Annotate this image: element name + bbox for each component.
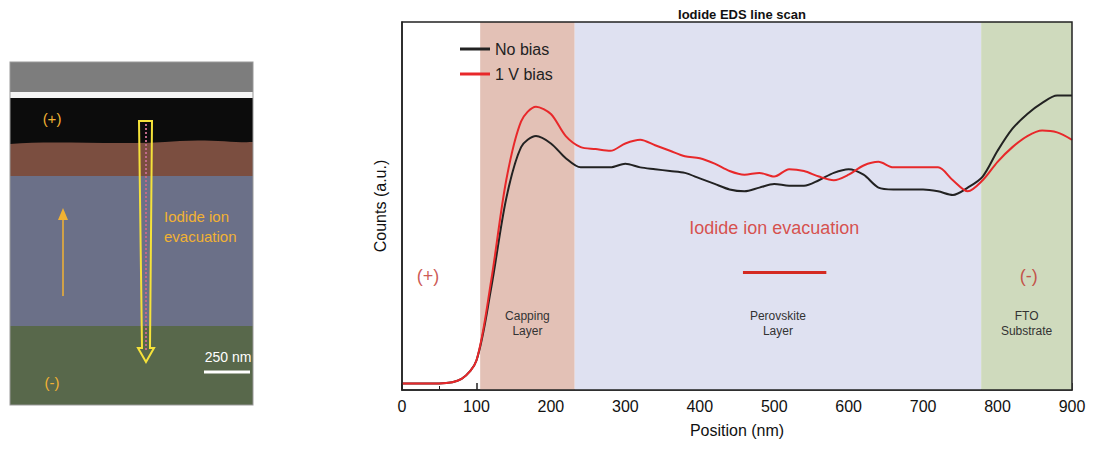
- svg-text:Position (nm): Position (nm): [690, 422, 784, 439]
- svg-text:(-): (-): [45, 374, 60, 391]
- svg-text:(-): (-): [1020, 266, 1038, 286]
- svg-text:(+): (+): [43, 110, 62, 127]
- svg-text:1 V bias: 1 V bias: [495, 66, 553, 83]
- svg-text:600: 600: [835, 398, 862, 415]
- svg-text:700: 700: [910, 398, 937, 415]
- svg-text:800: 800: [984, 398, 1011, 415]
- svg-text:500: 500: [761, 398, 788, 415]
- svg-text:900: 900: [1059, 398, 1086, 415]
- svg-text:400: 400: [686, 398, 713, 415]
- svg-text:(+): (+): [417, 266, 440, 286]
- svg-text:250 nm: 250 nm: [205, 349, 252, 365]
- svg-text:200: 200: [538, 398, 565, 415]
- svg-text:Perovskite: Perovskite: [750, 309, 806, 323]
- svg-text:100: 100: [463, 398, 490, 415]
- svg-text:No bias: No bias: [495, 41, 549, 58]
- svg-text:Capping: Capping: [505, 309, 550, 323]
- svg-text:Layer: Layer: [512, 324, 542, 338]
- svg-text:evacuation: evacuation: [164, 228, 237, 245]
- svg-text:0: 0: [398, 398, 407, 415]
- svg-text:FTO: FTO: [1015, 309, 1039, 323]
- svg-text:Iodide ion: Iodide ion: [164, 208, 229, 225]
- svg-text:Iodide ion evacuation: Iodide ion evacuation: [689, 218, 859, 238]
- svg-text:300: 300: [612, 398, 639, 415]
- svg-text:Substrate: Substrate: [1001, 324, 1053, 338]
- svg-text:Iodide EDS line scan: Iodide EDS line scan: [678, 7, 806, 22]
- svg-text:Counts (a.u.): Counts (a.u.): [372, 160, 389, 252]
- svg-text:Layer: Layer: [763, 324, 793, 338]
